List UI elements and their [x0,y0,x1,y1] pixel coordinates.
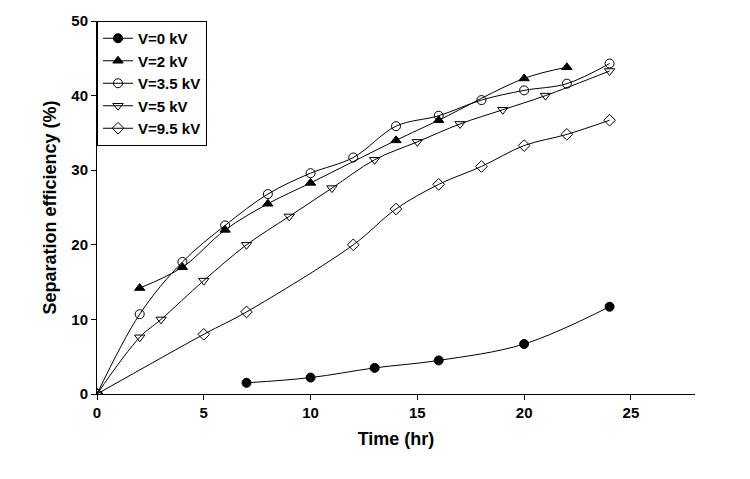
svg-text:10: 10 [71,311,88,328]
svg-text:5: 5 [200,404,208,421]
svg-text:30: 30 [71,161,88,178]
svg-text:0: 0 [80,385,88,402]
svg-text:20: 20 [71,236,88,253]
svg-text:V=5 kV: V=5 kV [138,98,188,115]
svg-text:V=9.5 kV: V=9.5 kV [138,120,200,137]
svg-text:10: 10 [302,404,319,421]
svg-text:V=3.5 kV: V=3.5 kV [138,75,200,92]
svg-text:50: 50 [71,12,88,29]
svg-text:V=2 kV: V=2 kV [138,53,188,70]
svg-text:0: 0 [93,404,101,421]
svg-text:15: 15 [409,404,426,421]
svg-text:Time (hr): Time (hr) [358,429,435,449]
svg-text:40: 40 [71,87,88,104]
svg-text:25: 25 [623,404,640,421]
svg-text:V=0 kV: V=0 kV [138,30,188,47]
svg-text:20: 20 [516,404,533,421]
svg-text:Separation efficiency (%): Separation efficiency (%) [40,100,60,314]
